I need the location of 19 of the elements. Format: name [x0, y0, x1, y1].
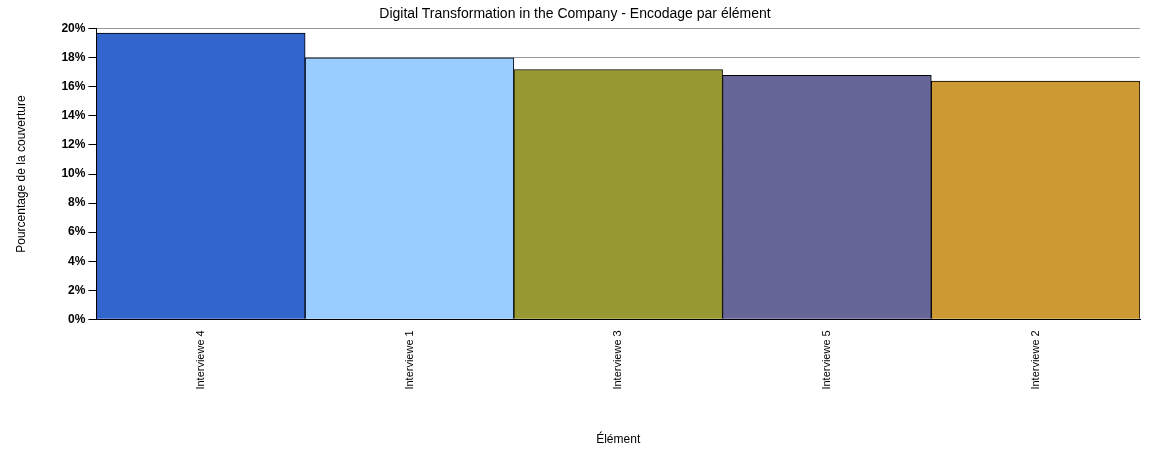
y-tick-label: 12% — [61, 137, 86, 152]
y-tick-label: 20% — [61, 21, 86, 36]
x-tick-label: Interviewe 2 — [1028, 330, 1041, 390]
chart-title: Digital Transformation in the Company - Encodage par élément — [379, 5, 771, 22]
x-tick-label: Interviewe 1 — [402, 330, 415, 390]
x-axis-title: Élément — [596, 431, 641, 447]
y-tick-label: 16% — [61, 79, 86, 94]
x-tick-label: Interviewe 4 — [193, 330, 206, 390]
y-tick-label: 2% — [68, 282, 86, 297]
y-tick-label: 10% — [61, 166, 86, 181]
x-tick-label: Interviewe 3 — [611, 330, 624, 390]
y-tick-label: 4% — [68, 253, 86, 268]
y-axis-title: Pourcentage de la couverture — [13, 95, 28, 253]
y-tick-label: 14% — [61, 108, 86, 123]
y-tick-label: 6% — [68, 224, 86, 239]
x-tick-label: Interviewe 5 — [819, 330, 832, 390]
y-tick-label: 8% — [68, 195, 86, 210]
y-tick-label: 18% — [61, 50, 86, 65]
y-tick-label: 0% — [68, 311, 86, 326]
